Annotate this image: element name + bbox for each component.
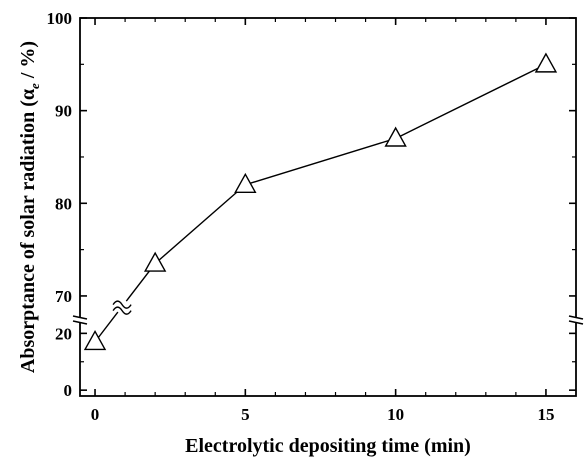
y-tick-label: 20	[55, 324, 72, 343]
y-tick-label: 80	[55, 194, 72, 213]
x-axis-label: Electrolytic depositing time (min)	[185, 435, 471, 457]
y-axis-label-subscript: e	[27, 83, 42, 89]
x-axis-ticks: 0 5 10 15	[91, 18, 554, 424]
x-tick-label: 10	[387, 405, 404, 424]
y-axis-ticks: 70 80 90 100 0 20	[47, 9, 576, 400]
x-tick-label: 5	[241, 405, 250, 424]
x-axis-break-wave	[112, 306, 132, 315]
series-markers	[83, 52, 558, 351]
y-axis-break-marks	[72, 315, 584, 325]
y-axis-break-gap	[573, 317, 579, 323]
y-axis-label-tail: / %)	[17, 41, 39, 83]
y-tick-label: 100	[47, 9, 73, 28]
x-tick-label: 15	[537, 405, 554, 424]
x-axis-break-wave	[112, 300, 132, 309]
y-axis-break-gap	[77, 317, 83, 323]
y-axis-break-slash	[568, 320, 584, 325]
y-axis-label-main: Absorptance of solar radiation (α	[17, 89, 39, 373]
data-point-triangle	[534, 52, 558, 73]
y-tick-label: 70	[55, 287, 72, 306]
y-axis-break-slash	[568, 315, 584, 320]
y-axis-break-slash	[72, 320, 88, 325]
x-tick-label: 0	[91, 405, 100, 424]
data-point-triangle	[143, 251, 167, 272]
series-line-segment	[154, 184, 246, 265]
data-point-triangle	[234, 172, 257, 194]
data-point-triangle	[83, 329, 107, 351]
data-point-triangle	[384, 126, 407, 147]
y-tick-label: 0	[64, 381, 73, 400]
series-line-segment	[395, 63, 547, 140]
y-axis-break-slash	[72, 315, 88, 320]
series-line-segment	[245, 137, 396, 186]
plot-frame	[79, 17, 577, 397]
y-axis-label: Absorptance of solar radiation (αe / %)	[17, 41, 42, 373]
series-lines	[94, 63, 547, 343]
y-tick-label: 90	[55, 102, 72, 121]
